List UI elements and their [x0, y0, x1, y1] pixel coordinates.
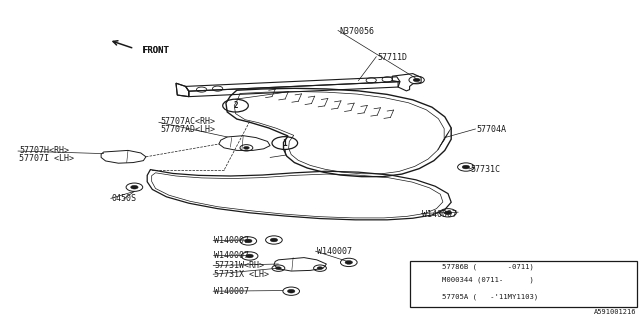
Text: 57711D: 57711D — [378, 53, 408, 62]
Text: 1: 1 — [282, 139, 287, 148]
Text: 57731C: 57731C — [470, 165, 500, 174]
Text: W140007: W140007 — [317, 247, 352, 256]
Text: A591001216: A591001216 — [595, 309, 637, 315]
Circle shape — [131, 185, 138, 189]
Circle shape — [243, 146, 250, 149]
Text: 2: 2 — [420, 292, 426, 301]
Text: 57707AD<LH>: 57707AD<LH> — [160, 125, 215, 134]
Bar — [410, 261, 637, 307]
Text: W140007: W140007 — [422, 210, 458, 219]
Circle shape — [270, 238, 278, 242]
Text: 57707H<RH>: 57707H<RH> — [19, 146, 69, 155]
Circle shape — [345, 260, 353, 264]
Text: 57707I <LH>: 57707I <LH> — [19, 154, 74, 163]
Circle shape — [413, 78, 420, 82]
Text: M000344 (0711-      ): M000344 (0711- ) — [442, 276, 534, 283]
Text: W140007: W140007 — [214, 287, 250, 296]
Text: 57707AC<RH>: 57707AC<RH> — [160, 117, 215, 126]
Text: 1: 1 — [420, 269, 426, 278]
Text: 57731X <LH>: 57731X <LH> — [214, 270, 269, 279]
Circle shape — [317, 267, 323, 269]
Text: 57786B (       -0711): 57786B ( -0711) — [442, 263, 534, 270]
Circle shape — [244, 239, 252, 243]
Text: 2: 2 — [233, 101, 238, 110]
Text: 57705A (   -'11MY1103): 57705A ( -'11MY1103) — [442, 293, 538, 300]
Circle shape — [444, 211, 452, 215]
Circle shape — [246, 254, 253, 258]
Text: W140007: W140007 — [214, 236, 250, 245]
Text: W140007: W140007 — [214, 252, 250, 260]
Text: 57731W<RH>: 57731W<RH> — [214, 261, 264, 270]
Text: FRONT: FRONT — [142, 46, 169, 55]
Text: FRONT: FRONT — [142, 46, 169, 55]
Circle shape — [287, 289, 295, 293]
Text: 57704A: 57704A — [477, 125, 507, 134]
Text: 0450S: 0450S — [112, 194, 137, 203]
Circle shape — [462, 165, 470, 169]
Circle shape — [275, 267, 282, 269]
Text: N370056: N370056 — [339, 28, 374, 36]
